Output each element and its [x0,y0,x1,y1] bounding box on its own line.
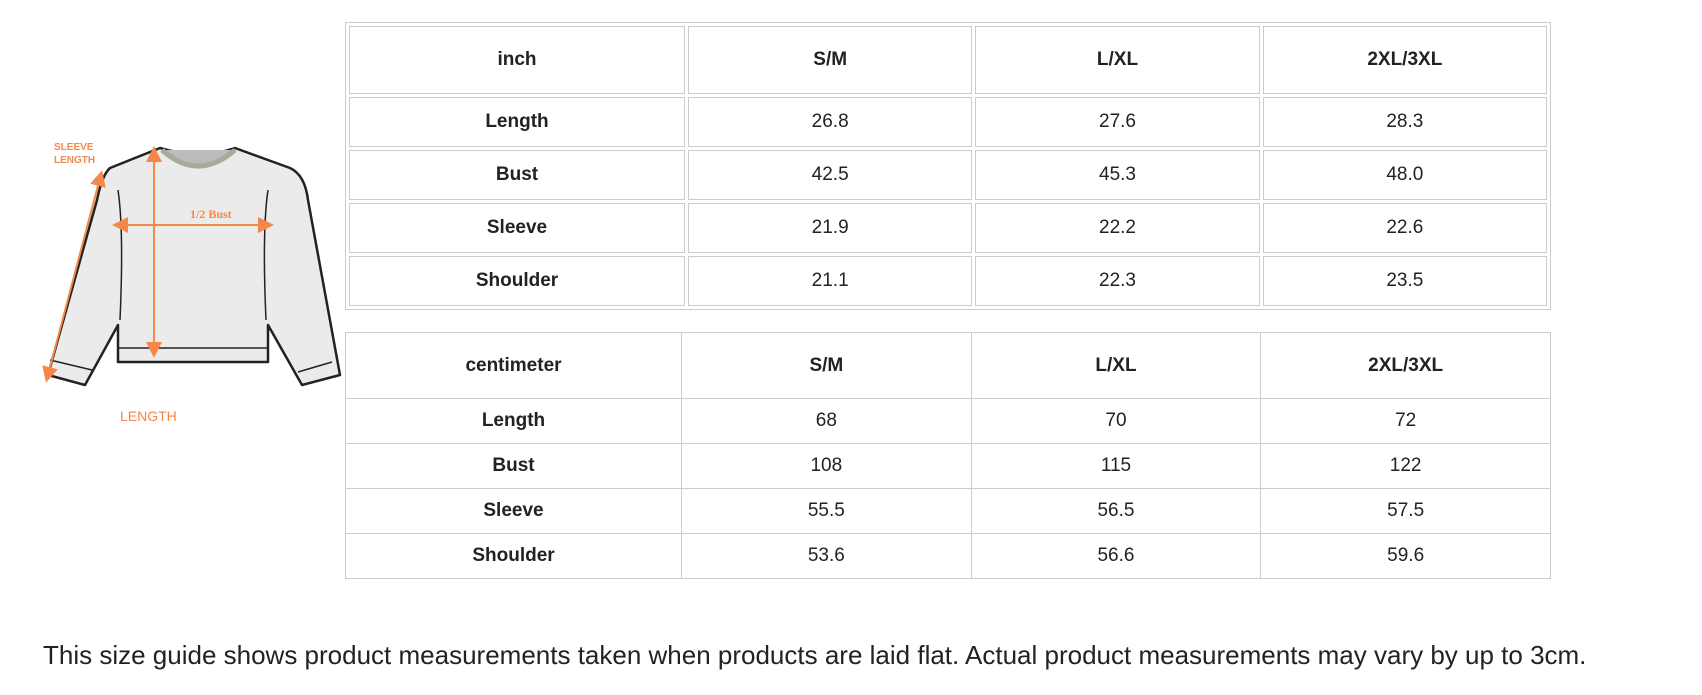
cell-value: 28.3 [1262,97,1547,147]
sweater-measurement-diagram: SLEEVE LENGTH 1/2 Bust LENGTH [42,142,342,424]
sleeve-length-label: LENGTH [54,155,95,166]
measurement-arrows [42,146,274,383]
table-row: Bust 108 115 122 [345,443,1551,489]
cell-value: 72 [1260,398,1551,444]
cell-value: 122 [1260,443,1551,489]
cell-value: 42.5 [688,150,973,200]
length-label: LENGTH [120,408,177,424]
header-row: inch S/M L/XL 2XL/3XL [349,26,1547,94]
cell-value: 23.5 [1262,256,1547,306]
cell-value: 56.6 [970,533,1262,579]
cell-value: 27.6 [975,97,1260,147]
sweater-outline [46,146,342,387]
table-row: Shoulder 21.1 22.3 23.5 [349,256,1547,306]
table-row: Bust 42.5 45.3 48.0 [349,150,1547,200]
cell-value: 26.8 [688,97,973,147]
cell-value: 48.0 [1262,150,1547,200]
cell-value: 59.6 [1260,533,1551,579]
cell-value: 45.3 [975,150,1260,200]
cell-value: 68 [681,398,972,444]
sleeve-length-label: SLEEVE [54,142,94,153]
cell-value: 22.3 [975,256,1260,306]
table-row: Length 26.8 27.6 28.3 [349,97,1547,147]
cell-value: 22.6 [1262,203,1547,253]
row-label: Bust [349,150,685,200]
table-row: Sleeve 21.9 22.2 22.6 [349,203,1547,253]
cell-value: 70 [970,398,1262,444]
cell-value: 21.9 [688,203,973,253]
column-header: S/M [688,26,973,94]
header-row: centimeter S/M L/XL 2XL/3XL [345,332,1551,399]
row-label: Length [345,398,682,444]
row-label: Sleeve [345,488,682,534]
table-row: Sleeve 55.5 56.5 57.5 [345,488,1551,534]
table-row: Shoulder 53.6 56.6 59.6 [345,533,1551,579]
column-header: centimeter [345,332,682,399]
row-label: Bust [345,443,682,489]
size-guide-note: This size guide shows product measuremen… [43,640,1587,670]
cell-value: 55.5 [681,488,972,534]
half-bust-label: 1/2 Bust [190,207,232,221]
row-label: Length [349,97,685,147]
cell-value: 21.1 [688,256,973,306]
column-header: 2XL/3XL [1260,332,1551,399]
cell-value: 56.5 [970,488,1262,534]
column-header: 2XL/3XL [1262,26,1547,94]
row-label: Shoulder [345,533,682,579]
column-header: L/XL [975,26,1260,94]
row-label: Sleeve [349,203,685,253]
cell-value: 115 [970,443,1262,489]
column-header: L/XL [970,332,1262,399]
table-row: Length 68 70 72 [345,398,1551,444]
cell-value: 57.5 [1260,488,1551,534]
inch-size-table: inch S/M L/XL 2XL/3XL Length 26.8 27.6 28.3 Bust… [345,22,1551,310]
cell-value: 53.6 [681,533,972,579]
column-header: S/M [681,332,972,399]
cell-value: 22.2 [975,203,1260,253]
column-header: inch [349,26,685,94]
row-label: Shoulder [349,256,685,306]
cell-value: 108 [681,443,972,489]
centimeter-size-table: centimeter S/M L/XL 2XL/3XL Length 68 70 72 Bust… [345,332,1551,579]
